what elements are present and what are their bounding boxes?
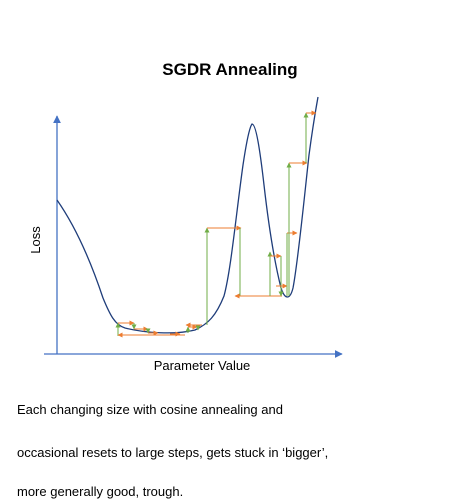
caption-line-2: occasional resets to large steps, gets s… xyxy=(17,445,329,460)
loss-curve xyxy=(56,96,319,334)
caption-line-1: Each changing size with cosine annealing… xyxy=(17,402,283,417)
diagram: Loss Parameter Value xyxy=(28,96,343,373)
caption-line-3: more generally good, trough. xyxy=(17,484,184,499)
sgdr-step-arrows xyxy=(115,110,317,338)
x-axis-label: Parameter Value xyxy=(154,358,251,373)
y-axis-label: Loss xyxy=(28,226,43,254)
diagram-title: SGDR Annealing xyxy=(162,60,298,79)
